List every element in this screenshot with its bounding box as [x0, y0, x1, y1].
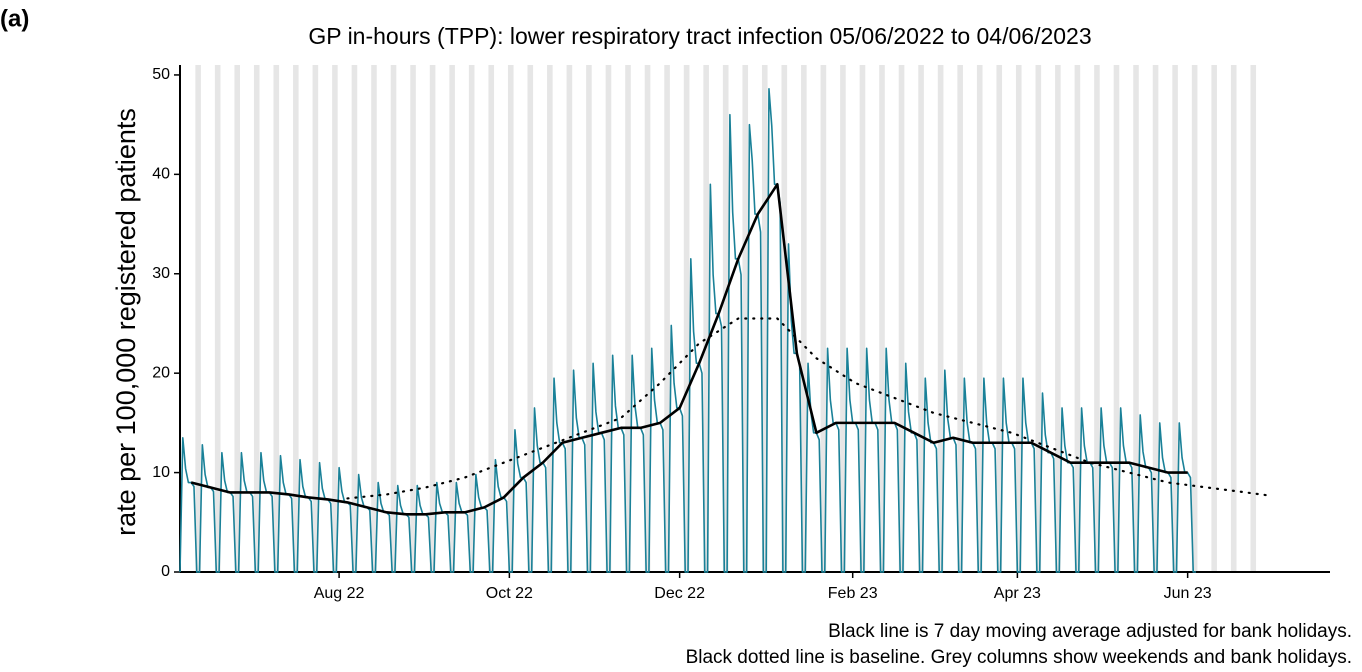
- x-tick-label: Apr 23: [994, 585, 1041, 602]
- weekend-column: [214, 65, 221, 572]
- weekend-column: [1113, 65, 1120, 572]
- weekend-column: [683, 65, 690, 572]
- data-line: [190, 182, 1188, 516]
- weekend-column: [507, 65, 514, 572]
- weekend-column: [1094, 65, 1100, 572]
- weekend-column: [859, 65, 866, 572]
- weekend-column: [781, 65, 788, 572]
- weekend-column: [898, 65, 905, 572]
- weekend-column: [801, 65, 807, 572]
- weekend-column: [644, 65, 651, 572]
- weekend-column: [488, 65, 495, 572]
- plot-area: 0 10 20 30 40 50 Aug 22 Oct 22 Dec 22 Feb 23 Apr 2…: [152, 65, 1330, 602]
- note: Black dotted line is baseline. Grey colu…: [686, 647, 1352, 668]
- x-tick-label: Jun 23: [1164, 585, 1212, 602]
- weekend-column: [468, 65, 475, 572]
- weekend-column: [351, 65, 358, 572]
- weekend-column: [1133, 65, 1139, 572]
- weekend-column: [1250, 65, 1257, 572]
- weekend-column: [371, 65, 377, 572]
- weekend-column: [976, 65, 983, 572]
- y-axis-label: rate per 100,000 registered patients: [111, 108, 141, 536]
- weekend-column: [996, 65, 1003, 572]
- x-tick-label: Oct 22: [486, 585, 533, 602]
- weekend-columns: [195, 65, 1257, 572]
- weekend-column: [390, 65, 397, 572]
- weekend-column: [820, 65, 827, 572]
- weekend-column: [429, 65, 436, 572]
- weekend-column: [1191, 65, 1198, 572]
- weekend-column: [937, 65, 944, 572]
- x-tick-label: Dec 22: [654, 585, 705, 602]
- weekend-column: [761, 65, 768, 572]
- weekend-column: [566, 65, 573, 572]
- weekend-column: [449, 65, 455, 572]
- y-tick-label: 0: [161, 563, 170, 580]
- baseline-line: [346, 317, 1270, 500]
- weekend-column: [1035, 65, 1042, 572]
- weekend-column: [527, 65, 534, 572]
- y-tick-label: 40: [152, 166, 170, 183]
- x-tick-label: Feb 23: [828, 585, 878, 602]
- weekend-column: [605, 65, 612, 572]
- weekend-column: [312, 65, 319, 572]
- y-tick-label: 10: [152, 464, 170, 481]
- weekend-column: [273, 65, 280, 572]
- weekend-column: [722, 65, 729, 572]
- weekend-column: [586, 65, 592, 572]
- weekend-column: [234, 65, 241, 572]
- weekend-column: [1172, 65, 1178, 572]
- weekend-column: [1015, 65, 1022, 572]
- chart-title: GP in-hours (TPP): lower respiratory tra…: [308, 23, 1091, 49]
- panel-label: (a): [0, 5, 29, 32]
- weekend-column: [1055, 65, 1061, 572]
- weekend-column: [253, 65, 260, 572]
- x-tick-label: Aug 22: [314, 585, 365, 602]
- weekend-column: [1230, 65, 1237, 572]
- weekend-column: [879, 65, 885, 572]
- weekend-column: [410, 65, 416, 572]
- weekend-column: [957, 65, 963, 572]
- weekend-column: [840, 65, 846, 572]
- y-tick-label: 50: [152, 66, 170, 83]
- data-line: [179, 88, 1197, 573]
- y-tick-label: 30: [152, 265, 170, 282]
- weekend-column: [664, 65, 670, 572]
- weekend-column: [1211, 65, 1217, 572]
- weekend-column: [195, 65, 201, 572]
- weekend-column: [547, 65, 553, 572]
- weekend-column: [293, 65, 299, 572]
- weekend-column: [1152, 65, 1159, 572]
- weekend-column: [625, 65, 631, 572]
- weekend-column: [332, 65, 338, 572]
- y-tick-label: 20: [152, 364, 170, 381]
- weekend-column: [1074, 65, 1081, 572]
- weekend-column: [918, 65, 924, 572]
- weekend-column: [703, 65, 709, 572]
- note: Black line is 7 day moving average adjus…: [828, 621, 1352, 642]
